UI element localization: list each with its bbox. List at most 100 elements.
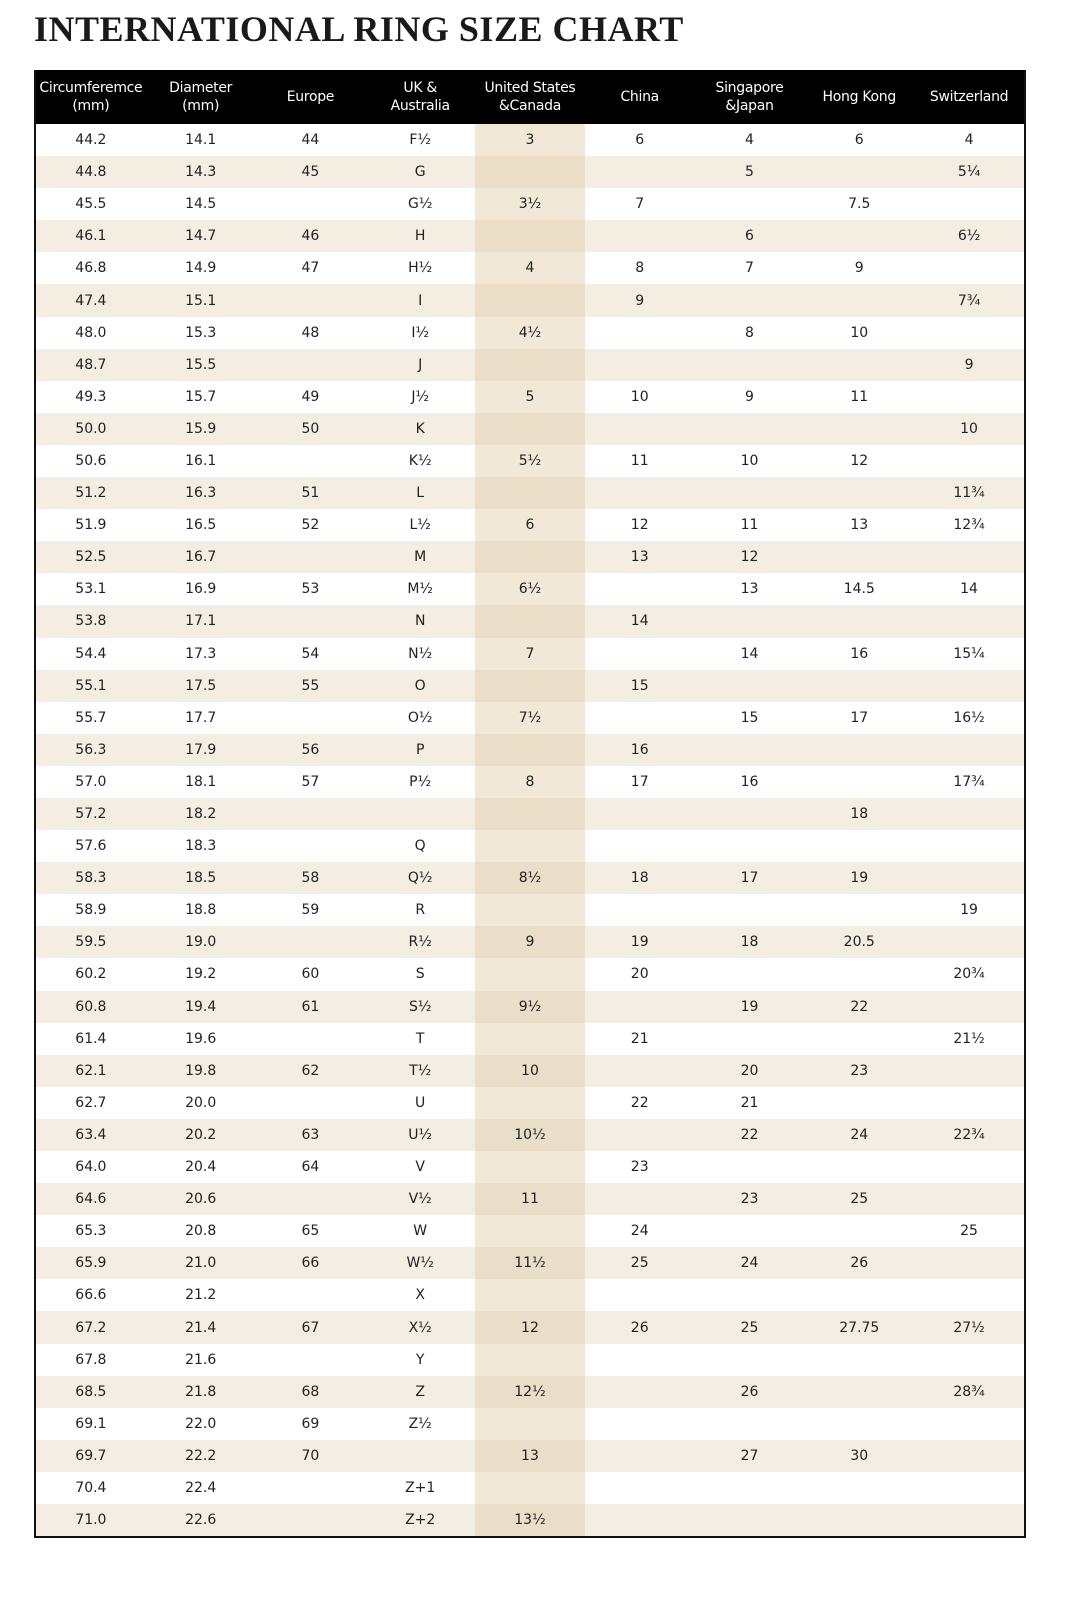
table-row: 61.4 19.6 T 21 21½ xyxy=(36,1022,1024,1055)
cell-singapore-japan: 22 xyxy=(740,1126,759,1143)
cell-singapore-japan: 20 xyxy=(740,1062,759,1079)
cell-europe: 50 xyxy=(301,420,320,437)
cell-us-canada xyxy=(475,894,585,927)
cell-circumference: 68.5 xyxy=(75,1383,107,1400)
cell-uk-australia: Z½ xyxy=(408,1415,432,1432)
cell-singapore-japan: 13 xyxy=(740,581,759,598)
cell-china xyxy=(585,1472,695,1504)
cell-switzerland xyxy=(914,445,1024,477)
cell-us-canada: 13½ xyxy=(475,1504,585,1537)
cell-uk-australia: K½ xyxy=(408,452,432,469)
cell-uk-australia: Q xyxy=(414,838,426,855)
cell-circumference: 71.0 xyxy=(75,1512,107,1529)
cell-europe: 66 xyxy=(301,1255,320,1272)
table-row: 48.7 15.5 J 9 xyxy=(36,348,1024,381)
column-header-singapore-japan: Singapore &Japan xyxy=(715,80,784,114)
cell-switzerland xyxy=(914,252,1024,284)
cell-diameter: 14.1 xyxy=(185,132,217,149)
cell-hong-kong: 6 xyxy=(854,132,864,149)
cell-diameter: 15.3 xyxy=(185,324,217,341)
cell-singapore-japan: 4 xyxy=(745,132,754,149)
table-row: 70.4 22.4 Z+1 xyxy=(36,1471,1024,1505)
cell-europe: 55 xyxy=(301,677,320,694)
cell-diameter: 17.5 xyxy=(185,677,217,694)
cell-singapore-japan xyxy=(695,958,805,990)
cell-circumference: 67.8 xyxy=(75,1351,107,1368)
cell-switzerland xyxy=(914,1472,1024,1504)
cell-uk-australia: K xyxy=(415,420,425,437)
cell-hong-kong: 13 xyxy=(850,517,869,534)
cell-uk-australia: Z+1 xyxy=(405,1479,436,1496)
cell-singapore-japan xyxy=(695,1504,805,1536)
cell-uk-australia: J xyxy=(418,356,423,373)
cell-china xyxy=(585,702,695,734)
cell-uk-australia: S½ xyxy=(408,998,432,1015)
table-row: 59.5 19.0 R½ 9 19 18 20.5 xyxy=(36,926,1024,959)
cell-singapore-japan: 15 xyxy=(740,709,759,726)
cell-hong-kong: 9 xyxy=(854,260,864,277)
cell-uk-australia: I½ xyxy=(411,324,430,341)
cell-europe xyxy=(256,1183,366,1215)
table-row: 57.0 18.1 57 P½ 8 17 16 17¾ xyxy=(36,765,1024,798)
cell-switzerland: 17¾ xyxy=(953,773,985,790)
cell-switzerland: 11¾ xyxy=(953,485,985,502)
cell-uk-australia: X xyxy=(415,1287,425,1304)
table-row: 52.5 16.7 M 13 12 xyxy=(36,541,1024,574)
cell-hong-kong xyxy=(804,156,914,188)
cell-china: 9 xyxy=(635,292,645,309)
cell-circumference: 44.8 xyxy=(75,164,107,181)
cell-switzerland xyxy=(914,1151,1024,1183)
cell-china xyxy=(585,1408,695,1440)
cell-us-canada xyxy=(475,830,585,863)
cell-china: 26 xyxy=(630,1319,649,1336)
column-header-us-canada: United States &Canada xyxy=(484,80,576,114)
cell-china: 11 xyxy=(630,452,649,469)
table-row: 51.9 16.5 52 L½ 6 12 11 13 12¾ xyxy=(36,509,1024,542)
table-row: 55.7 17.7 O½ 7½ 15 17 16½ xyxy=(36,701,1024,734)
cell-singapore-japan xyxy=(695,349,805,381)
cell-us-canada xyxy=(475,1022,585,1055)
cell-us-canada xyxy=(475,156,585,189)
cell-diameter: 17.9 xyxy=(185,741,217,758)
column-header-switzerland: Switzerland xyxy=(929,89,1009,105)
cell-us-canada: 9 xyxy=(475,926,585,959)
cell-hong-kong: 27.75 xyxy=(839,1319,880,1336)
cell-europe: 47 xyxy=(301,260,320,277)
cell-europe xyxy=(256,1472,366,1504)
cell-hong-kong xyxy=(804,670,914,702)
cell-diameter: 21.6 xyxy=(185,1351,217,1368)
cell-diameter: 21.2 xyxy=(185,1287,217,1304)
table-row: 67.2 21.4 67 X½ 12 26 25 27.75 27½ xyxy=(36,1311,1024,1344)
cell-diameter: 16.9 xyxy=(185,581,217,598)
cell-uk-australia: Y xyxy=(415,1351,425,1368)
cell-us-canada: 12 xyxy=(475,1311,585,1344)
cell-circumference: 64.6 xyxy=(75,1191,107,1208)
cell-circumference: 53.8 xyxy=(75,613,107,630)
cell-singapore-japan: 25 xyxy=(740,1319,759,1336)
ring-size-table: Circumferemce (mm) Diameter (mm) Europe UK … xyxy=(34,70,1026,1539)
cell-us-canada xyxy=(475,220,585,253)
cell-circumference: 55.7 xyxy=(75,709,107,726)
cell-circumference: 58.9 xyxy=(75,902,107,919)
cell-china xyxy=(585,1504,695,1536)
table-row: 45.5 14.5 G½ 3½ 7 7.5 xyxy=(36,188,1024,221)
cell-diameter: 19.2 xyxy=(185,966,217,983)
cell-diameter: 20.2 xyxy=(185,1126,217,1143)
cell-diameter: 18.5 xyxy=(185,870,217,887)
cell-switzerland xyxy=(914,1087,1024,1119)
cell-hong-kong xyxy=(804,1344,914,1376)
cell-switzerland: 12¾ xyxy=(953,517,985,534)
cell-switzerland xyxy=(914,1279,1024,1311)
cell-diameter: 18.1 xyxy=(185,773,217,790)
cell-diameter: 19.8 xyxy=(185,1062,217,1079)
cell-us-canada xyxy=(475,733,585,766)
cell-circumference: 60.2 xyxy=(75,966,107,983)
cell-singapore-japan: 27 xyxy=(740,1447,759,1464)
cell-switzerland xyxy=(914,317,1024,349)
cell-switzerland: 21½ xyxy=(953,1030,985,1047)
cell-singapore-japan: 19 xyxy=(740,998,759,1015)
cell-china xyxy=(585,1183,695,1215)
cell-hong-kong: 16 xyxy=(850,645,869,662)
cell-uk-australia: O½ xyxy=(407,709,433,726)
cell-singapore-japan: 18 xyxy=(740,934,759,951)
